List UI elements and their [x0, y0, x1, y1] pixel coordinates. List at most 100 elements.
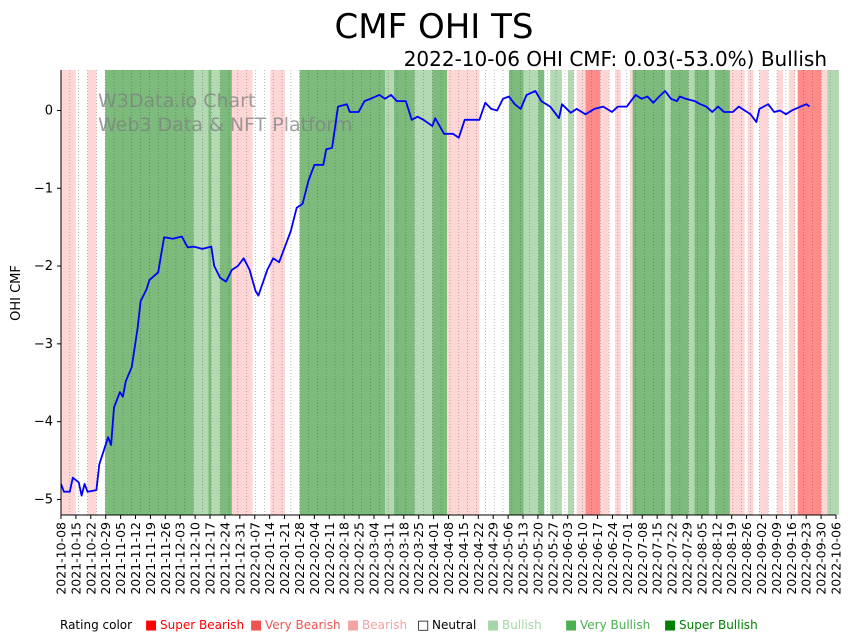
legend-swatch-4: ■ — [487, 618, 499, 633]
legend-label-3: Neutral — [432, 618, 476, 632]
legend-swatch-1: ■ — [250, 618, 262, 633]
legend-swatch-0: ■ — [145, 618, 157, 633]
x-tick-label-22: 2022-03-11 — [381, 522, 396, 595]
x-tick-label-20: 2022-02-25 — [352, 522, 367, 595]
x-tick-label-41: 2022-07-22 — [665, 522, 680, 595]
chart-subtitle: 2022-10-06 OHI CMF: 0.03(-53.0%) Bullish — [404, 47, 827, 71]
x-tick-label-32: 2022-05-20 — [530, 522, 545, 595]
rating-band-17 — [538, 70, 545, 515]
rating-band-35 — [759, 70, 769, 515]
x-tick-label-33: 2022-05-27 — [545, 522, 560, 595]
watermark-line-1: W3Data.io Chart — [98, 90, 255, 112]
rating-band-20 — [576, 70, 586, 515]
x-tick-label-35: 2022-06-10 — [575, 522, 590, 595]
rating-band-7 — [231, 70, 253, 515]
x-tick-label-2: 2021-10-22 — [83, 522, 98, 595]
legend-swatch-5: ■ — [565, 618, 577, 633]
x-tick-label-23: 2022-03-18 — [396, 522, 411, 595]
legend-label-2: Bearish — [362, 618, 407, 632]
rating-band-1 — [87, 70, 97, 515]
rating-band-40 — [827, 70, 839, 515]
legend-label-1: Very Bearish — [265, 618, 341, 632]
legend-label-5: Very Bullish — [580, 618, 650, 632]
x-tick-label-13: 2022-01-07 — [247, 522, 262, 595]
x-tick-label-37: 2022-06-24 — [605, 522, 620, 595]
rating-band-38 — [797, 70, 822, 515]
legend-swatch-3: □ — [417, 618, 429, 633]
x-tick-label-29: 2022-04-29 — [486, 522, 501, 595]
rating-band-32 — [715, 70, 730, 515]
x-tick-label-4: 2021-11-05 — [113, 522, 128, 595]
y-tick-label-4: −4 — [34, 415, 53, 430]
vertical-gridlines — [60, 70, 831, 515]
x-tick-label-10: 2021-12-17 — [203, 522, 218, 595]
rating-band-21 — [585, 70, 601, 515]
x-tick-label-11: 2021-12-24 — [217, 522, 232, 595]
x-tick-label-36: 2022-06-17 — [590, 522, 605, 595]
x-tick-label-39: 2022-07-08 — [635, 522, 650, 595]
rating-band-10 — [385, 70, 394, 515]
x-tick-label-21: 2022-03-04 — [367, 522, 382, 595]
y-tick-label-1: −1 — [34, 181, 53, 196]
y-tick-label-0: 0 — [45, 103, 53, 118]
x-tick-label-46: 2022-08-26 — [739, 522, 754, 595]
legend-label-4: Bullish — [502, 618, 542, 632]
rating-bands — [61, 70, 839, 515]
x-tick-label-5: 2021-11-12 — [128, 522, 143, 595]
x-tick-label-17: 2022-02-04 — [307, 522, 322, 595]
x-tick-label-28: 2022-04-22 — [471, 522, 486, 595]
rating-band-0 — [61, 70, 76, 515]
x-tick-label-52: 2022-10-06 — [829, 522, 844, 595]
x-tick-label-9: 2021-12-10 — [188, 522, 203, 595]
x-tick-label-42: 2022-07-29 — [680, 522, 695, 595]
x-tick-label-16: 2022-01-28 — [292, 522, 307, 595]
x-tick-label-47: 2022-09-02 — [754, 522, 769, 595]
legend-label-0: Super Bearish — [160, 618, 244, 632]
x-tick-label-19: 2022-02-18 — [337, 522, 352, 595]
rating-band-30 — [694, 70, 710, 515]
series-line — [60, 90, 811, 497]
legend-label-6: Super Bullish — [679, 618, 758, 632]
rating-band-36 — [777, 70, 783, 515]
series-line-0 — [60, 90, 811, 497]
rating-band-19 — [567, 70, 574, 515]
legend: Rating color ■ Super Bearish ■ Very Bearish ■… — [60, 618, 758, 633]
x-tick-label-51: 2022-09-30 — [814, 522, 829, 595]
rating-band-31 — [709, 70, 716, 515]
x-tick-label-24: 2022-03-25 — [411, 522, 426, 595]
x-tick-label-25: 2022-04-01 — [426, 522, 441, 595]
rating-band-33 — [729, 70, 745, 515]
x-tick-label-3: 2021-10-29 — [98, 522, 113, 595]
x-tick-label-49: 2022-09-16 — [784, 522, 799, 595]
rating-band-4 — [208, 70, 212, 515]
rating-band-6 — [220, 70, 232, 515]
legend-swatch-2: ■ — [347, 618, 359, 633]
x-tick-label-34: 2022-06-03 — [560, 522, 575, 595]
x-tick-label-44: 2022-08-12 — [709, 522, 724, 595]
rating-band-26 — [632, 70, 666, 515]
x-tick-label-6: 2021-11-19 — [143, 522, 158, 595]
rating-band-8 — [270, 70, 285, 515]
x-tick-label-14: 2022-01-14 — [262, 522, 277, 595]
x-tick-label-1: 2021-10-15 — [68, 522, 83, 595]
x-tick-label-26: 2022-04-08 — [441, 522, 456, 595]
x-tick-label-48: 2022-09-09 — [769, 522, 784, 595]
rating-band-27 — [665, 70, 671, 515]
x-tick-label-38: 2022-07-01 — [620, 522, 635, 595]
x-tick-label-40: 2022-07-15 — [650, 522, 665, 595]
rating-band-3 — [193, 70, 209, 515]
legend-swatch-6: ■ — [664, 618, 676, 633]
rating-band-5 — [211, 70, 221, 515]
y-tick-label-5: −5 — [34, 492, 53, 507]
legend-title: Rating color — [60, 618, 132, 632]
chart-title: CMF OHI TS — [335, 7, 534, 47]
x-tick-label-45: 2022-08-19 — [724, 522, 739, 595]
x-tick-label-50: 2022-09-23 — [799, 522, 814, 595]
rating-band-16 — [523, 70, 539, 515]
y-tick-label-2: −2 — [34, 259, 53, 274]
x-tick-label-18: 2022-02-11 — [322, 522, 337, 595]
x-tick-label-8: 2021-12-03 — [173, 522, 188, 595]
rating-band-29 — [688, 70, 695, 515]
rating-band-9 — [299, 70, 386, 515]
